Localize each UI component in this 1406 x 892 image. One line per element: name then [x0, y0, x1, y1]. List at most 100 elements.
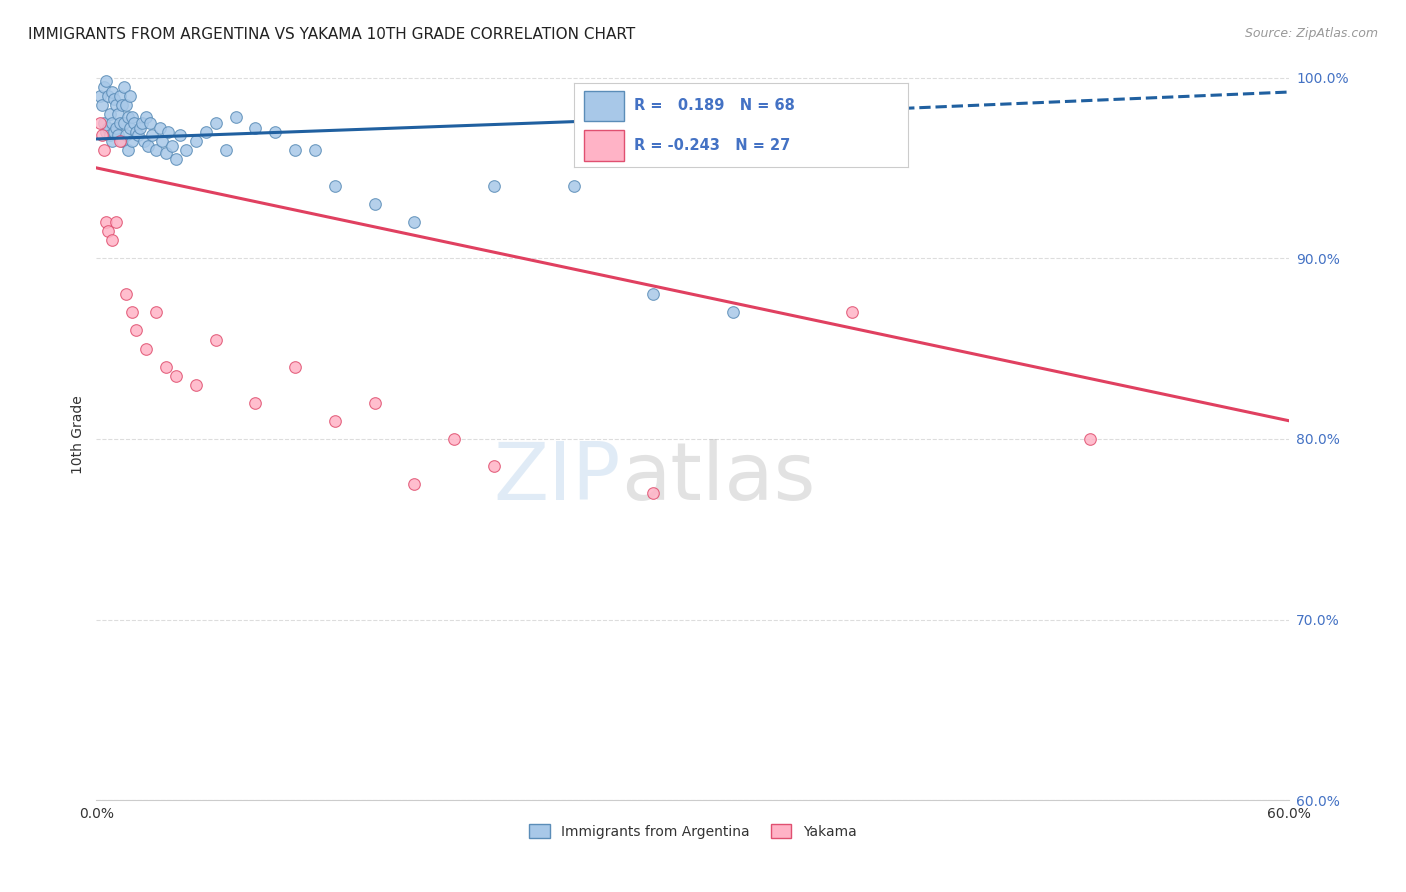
Point	[89, 88, 111, 103]
Point	[115, 97, 138, 112]
Point	[136, 139, 159, 153]
Point	[112, 116, 135, 130]
Point	[91, 128, 114, 143]
Point	[121, 305, 143, 319]
Point	[214, 143, 236, 157]
Point	[304, 143, 326, 157]
Point	[101, 85, 124, 99]
Point	[194, 125, 217, 139]
Point	[89, 116, 111, 130]
Point	[120, 88, 142, 103]
Point	[482, 458, 505, 473]
Point	[135, 110, 157, 124]
Point	[264, 125, 287, 139]
Point	[129, 121, 152, 136]
Point	[174, 143, 197, 157]
Point	[96, 74, 118, 88]
Point	[363, 197, 385, 211]
Point	[105, 121, 128, 136]
Text: ZIP: ZIP	[494, 439, 621, 517]
Point	[323, 178, 346, 193]
Point	[141, 128, 163, 143]
Point	[122, 116, 145, 130]
Point	[111, 134, 134, 148]
Point	[117, 110, 139, 124]
Point	[97, 224, 120, 238]
Point	[443, 432, 465, 446]
Point	[97, 88, 120, 103]
Point	[323, 414, 346, 428]
Point	[1080, 432, 1102, 446]
Point	[108, 134, 131, 148]
Point	[98, 106, 121, 120]
Point	[225, 110, 247, 124]
Text: IMMIGRANTS FROM ARGENTINA VS YAKAMA 10TH GRADE CORRELATION CHART: IMMIGRANTS FROM ARGENTINA VS YAKAMA 10TH…	[28, 27, 636, 42]
Point	[117, 143, 139, 157]
Point	[284, 359, 307, 374]
Point	[115, 128, 138, 143]
Point	[132, 134, 155, 148]
Point	[245, 395, 267, 409]
Point	[156, 125, 179, 139]
Point	[149, 121, 172, 136]
Point	[93, 79, 115, 94]
Text: Source: ZipAtlas.com: Source: ZipAtlas.com	[1244, 27, 1378, 40]
Point	[101, 134, 124, 148]
Point	[165, 152, 187, 166]
Point	[97, 121, 120, 136]
Point	[841, 305, 863, 319]
Text: atlas: atlas	[621, 439, 815, 517]
Point	[641, 287, 664, 301]
Point	[562, 178, 585, 193]
Point	[96, 125, 118, 139]
Point	[284, 143, 307, 157]
Point	[150, 134, 173, 148]
Point	[121, 134, 143, 148]
Point	[184, 377, 207, 392]
Point	[135, 342, 157, 356]
Point	[101, 233, 124, 247]
Point	[160, 139, 183, 153]
Point	[155, 359, 177, 374]
Point	[125, 323, 148, 337]
Point	[112, 79, 135, 94]
Point	[111, 97, 134, 112]
Point	[482, 178, 505, 193]
Point	[96, 215, 118, 229]
Point	[108, 116, 131, 130]
Point	[204, 116, 226, 130]
Point	[127, 128, 149, 143]
Point	[169, 128, 191, 143]
Point	[107, 128, 129, 143]
Point	[404, 477, 426, 491]
Point	[103, 92, 125, 106]
Point	[115, 287, 138, 301]
Point	[103, 125, 125, 139]
Y-axis label: 10th Grade: 10th Grade	[72, 395, 86, 474]
Point	[404, 215, 426, 229]
Point	[131, 116, 153, 130]
Point	[91, 97, 114, 112]
Point	[105, 215, 128, 229]
Point	[120, 121, 142, 136]
Point	[721, 305, 744, 319]
Point	[155, 146, 177, 161]
Point	[245, 121, 267, 136]
Point	[108, 88, 131, 103]
Point	[107, 106, 129, 120]
Point	[93, 116, 115, 130]
Point	[145, 305, 167, 319]
Point	[93, 143, 115, 157]
Point	[165, 368, 187, 383]
Point	[139, 116, 162, 130]
Point	[105, 97, 128, 112]
Point	[101, 116, 124, 130]
Point	[121, 110, 143, 124]
Point	[98, 128, 121, 143]
Point	[145, 143, 167, 157]
Point	[125, 125, 148, 139]
Point	[641, 486, 664, 500]
Legend: Immigrants from Argentina, Yakama: Immigrants from Argentina, Yakama	[523, 819, 862, 845]
Point	[184, 134, 207, 148]
Point	[204, 333, 226, 347]
